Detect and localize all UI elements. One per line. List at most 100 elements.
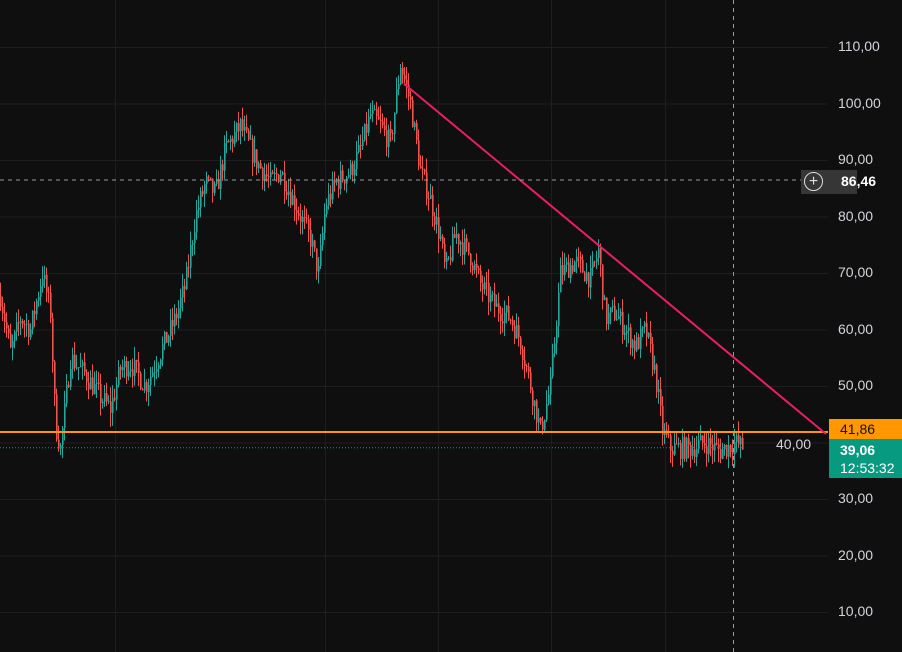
candle-body <box>210 177 212 179</box>
y-tick-label: 100,00 <box>838 94 881 111</box>
candle-body <box>402 68 404 75</box>
candle-body <box>44 274 46 280</box>
candle-body <box>180 297 182 309</box>
candle-body <box>414 122 416 128</box>
candle-body <box>736 435 738 443</box>
candle-body <box>342 170 344 181</box>
candle-body <box>132 369 134 377</box>
candle-body <box>74 354 76 369</box>
candle-body <box>76 367 78 369</box>
candle-body <box>728 444 730 457</box>
candle-body <box>276 172 278 175</box>
candle-body <box>446 258 448 262</box>
candle-body <box>338 180 340 189</box>
add-alert-icon[interactable]: + <box>804 172 823 191</box>
candle-body <box>574 261 576 272</box>
candle-body <box>360 144 362 146</box>
candle-body <box>30 329 32 338</box>
candle-body <box>606 297 608 325</box>
candle-body <box>628 327 630 331</box>
candle-body <box>676 443 678 445</box>
candle-body <box>716 442 718 445</box>
candle-body <box>698 440 700 449</box>
candle-body <box>518 324 520 338</box>
candle-body <box>350 163 352 175</box>
candle-body <box>66 384 68 404</box>
candle-body <box>294 195 296 211</box>
candle-body <box>458 234 460 245</box>
candle-body <box>694 449 696 458</box>
candle-body <box>158 365 160 369</box>
candle-body <box>258 163 260 169</box>
candle-body <box>662 405 664 436</box>
candle-body <box>382 121 384 126</box>
candle-body <box>336 180 338 183</box>
candle-body <box>64 403 66 428</box>
candle-body <box>714 442 716 451</box>
candle-body <box>502 321 504 324</box>
candle-body <box>612 305 614 308</box>
candle-body <box>622 311 624 335</box>
y-tick-label: 40,00 <box>776 436 812 452</box>
candle-body <box>428 198 430 200</box>
candle-body <box>580 257 582 260</box>
candle-body <box>442 236 444 244</box>
candle-body <box>640 328 642 349</box>
candle-body <box>238 122 240 132</box>
candle-body <box>48 292 50 294</box>
candle-body <box>642 327 644 329</box>
candle-body <box>142 388 144 391</box>
candle-body <box>256 149 258 169</box>
candle-body <box>296 210 298 214</box>
candle-body <box>614 305 616 320</box>
candle-body <box>560 265 562 293</box>
candle-body <box>106 393 108 402</box>
candle-body <box>540 418 542 422</box>
candle-body <box>134 360 136 377</box>
candle-body <box>434 216 436 225</box>
candle-body <box>152 372 154 377</box>
candle-body <box>172 319 174 327</box>
candle-body <box>322 232 324 246</box>
candle-body <box>192 243 194 246</box>
candle-body <box>266 174 268 177</box>
candle-body <box>36 300 38 315</box>
candle-body <box>208 176 210 178</box>
candle-body <box>738 435 740 445</box>
candle-body <box>34 310 36 315</box>
candle-body <box>424 169 426 173</box>
candle-body <box>356 152 358 170</box>
candle-body <box>484 282 486 290</box>
candle-body <box>0 295 2 307</box>
candle-body <box>232 138 234 144</box>
candle-body <box>262 167 264 181</box>
candle-body <box>116 384 118 400</box>
candle-body <box>660 389 662 406</box>
candle-body <box>362 140 364 146</box>
candle-body <box>656 364 658 393</box>
candle-body <box>260 163 262 168</box>
candle-body <box>704 443 706 447</box>
candle-body <box>6 322 8 329</box>
candle-body <box>124 360 126 368</box>
candle-body <box>582 259 584 273</box>
candle-body <box>312 240 314 247</box>
candle-body <box>600 248 602 265</box>
candle-body <box>56 394 58 440</box>
candle-body <box>38 296 40 301</box>
candle-body <box>426 172 428 199</box>
candle-body <box>650 332 652 344</box>
candle-body <box>376 109 378 117</box>
candle-body <box>592 261 594 269</box>
candle-body <box>454 234 456 238</box>
candle-body <box>122 367 124 371</box>
candle-body <box>24 324 26 326</box>
candle-body <box>268 176 270 178</box>
candle-body <box>364 123 366 141</box>
candle-body <box>482 283 484 290</box>
candle-body <box>126 360 128 377</box>
candle-body <box>478 268 480 271</box>
candle-body <box>354 169 356 176</box>
candle-body <box>456 234 458 238</box>
